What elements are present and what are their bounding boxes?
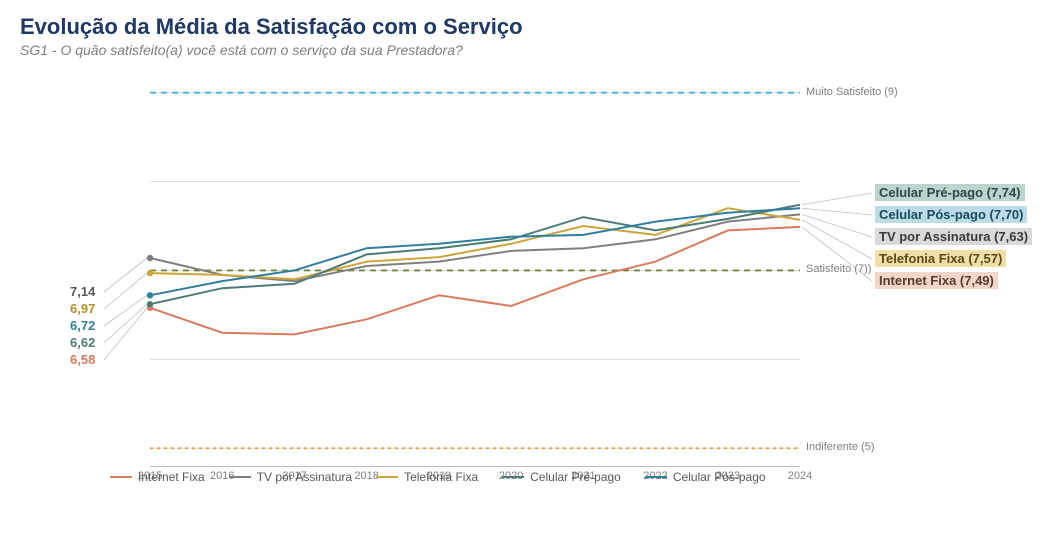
series-start-label-celular_pos: 6,72 [70,318,95,333]
legend-item-internet_fixa: Internet Fixa [110,470,205,484]
series-end-label-tv_assinatura: TV por Assinatura (7,63) [875,228,1032,245]
series-start-label-tv_assinatura: 7,14 [70,284,95,299]
legend-label: Celular Pré-pago [530,470,621,484]
series-end-label-telefonia_fixa: Telefonia Fixa (7,57) [875,250,1006,267]
chart-subtitle: SG1 - O quão satisfeito(a) você está com… [20,42,1040,58]
series-start-label-telefonia_fixa: 6,97 [70,301,95,316]
legend-swatch [502,476,524,478]
reference-label: Muito Satisfeito (9) [806,86,898,98]
legend-swatch [645,476,667,478]
legend-swatch [376,476,398,478]
series-end-label-celular_pos: Celular Pós-pago (7,70) [875,206,1027,223]
chart-legend: Internet Fixa TV por Assinatura Telefonia … [110,470,766,484]
legend-item-tv_assinatura: TV por Assinatura [229,470,352,484]
legend-item-celular_pre: Celular Pré-pago [502,470,621,484]
series-start-label-internet_fixa: 6,58 [70,352,95,367]
legend-item-telefonia_fixa: Telefonia Fixa [376,470,478,484]
legend-label: TV por Assinatura [257,470,352,484]
legend-swatch [229,476,251,478]
chart-container: Evolução da Média da Satisfação com o Se… [0,0,1060,552]
legend-label: Internet Fixa [138,470,205,484]
series-end-label-celular_pre: Celular Pré-pago (7,74) [875,184,1025,201]
legend-swatch [110,476,132,478]
legend-label: Telefonia Fixa [404,470,478,484]
chart-plot-area: Muito Satisfeito (9) Satisfeito (7)) Indif… [20,66,1040,486]
legend-label: Celular Pós-pago [673,470,766,484]
reference-label: Indiferente (5) [806,441,874,453]
legend-item-celular_pos: Celular Pós-pago [645,470,766,484]
series-end-label-internet_fixa: Internet Fixa (7,49) [875,272,998,289]
reference-label: Satisfeito (7)) [806,263,871,275]
x-axis-tick: 2024 [788,470,812,482]
series-start-label-celular_pre: 6,62 [70,335,95,350]
chart-title: Evolução da Média da Satisfação com o Se… [20,14,1040,40]
